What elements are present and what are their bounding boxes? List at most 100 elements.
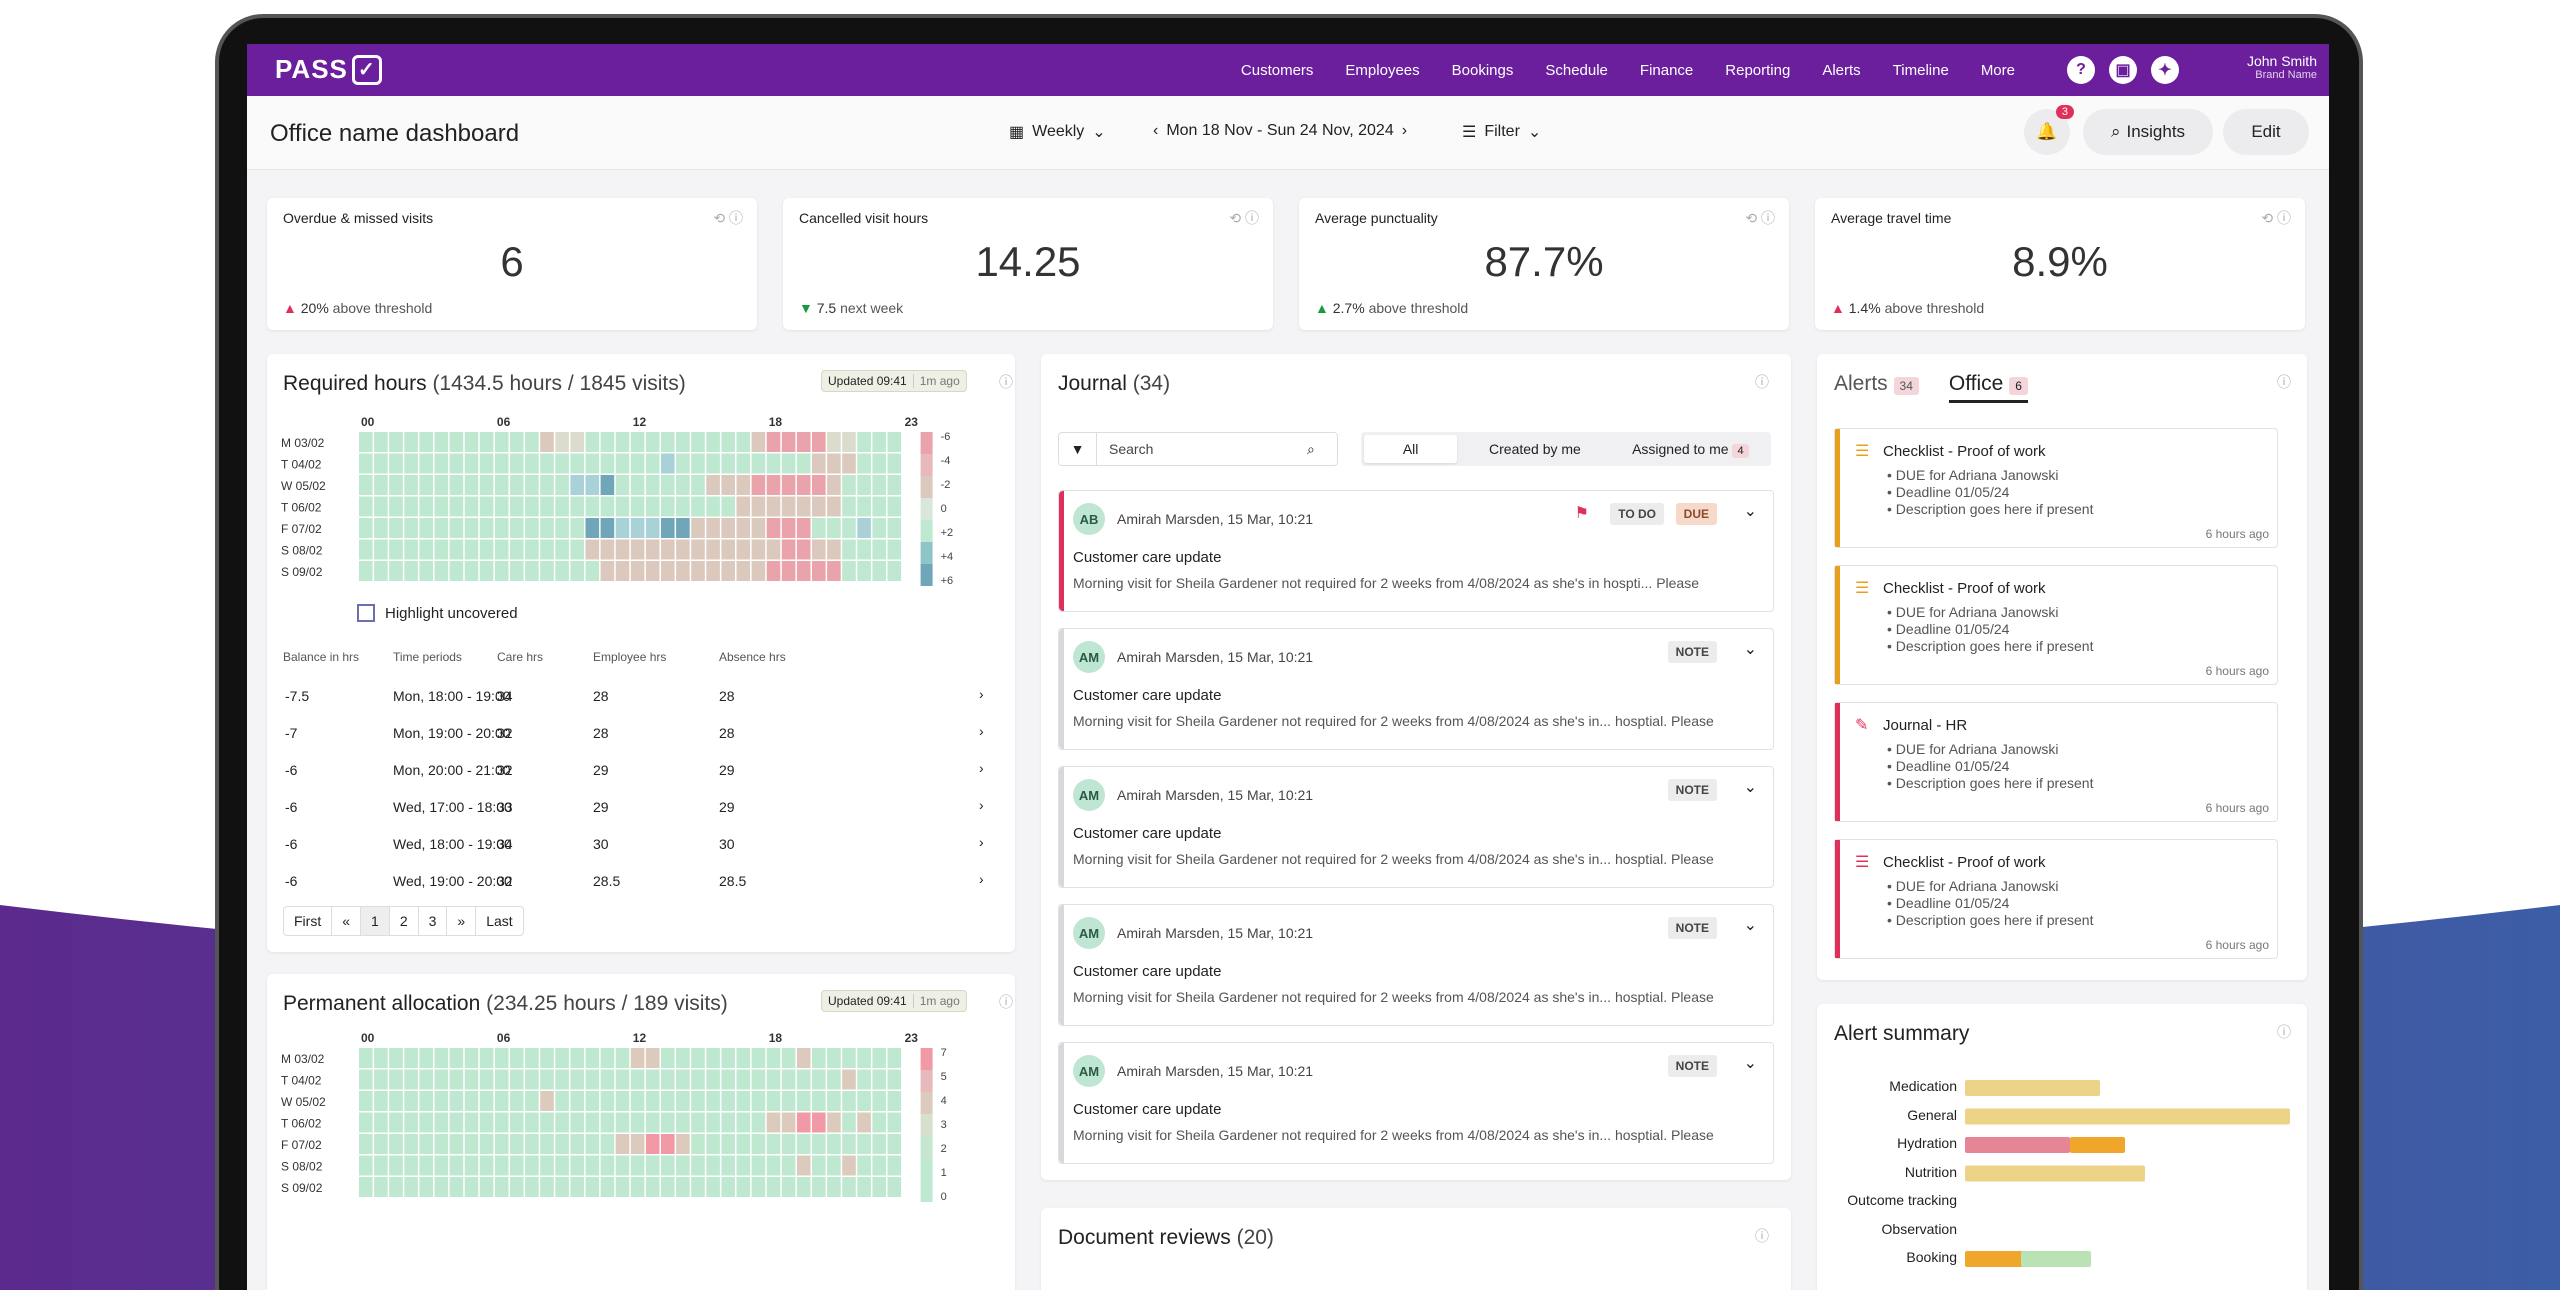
column-header[interactable]: Employee hrs [593, 650, 667, 664]
nav-link-reporting[interactable]: Reporting [1725, 61, 1791, 79]
chevron-right-icon[interactable]: › [979, 760, 984, 776]
heatmap-cell [510, 1155, 524, 1176]
page-Last[interactable]: Last [486, 913, 513, 929]
heatmap-cell [555, 561, 569, 581]
chevron-left-icon[interactable]: ‹ [1153, 122, 1159, 139]
nav-link-customers[interactable]: Customers [1240, 61, 1314, 79]
nav-link-more[interactable]: More [1980, 61, 2015, 79]
alert-item[interactable]: ☰ Checklist - Proof of work • DUE for Adri… [1834, 839, 2278, 959]
user-menu[interactable]: John Smith Brand Name [2246, 53, 2317, 81]
heatmap-cell [494, 453, 509, 474]
info-icon[interactable]: ⓘ [999, 994, 1013, 1010]
filter-icon[interactable]: ▼ [1059, 433, 1097, 465]
alert-details: • DUE for Adriana Janowski • Deadline 01/… [1887, 878, 2094, 928]
info-icon[interactable]: ⓘ [2277, 374, 2291, 390]
page-First[interactable]: First [284, 907, 333, 935]
journal-entry[interactable]: AM Amirah Marsden, 15 Mar, 10:21 Customer … [1058, 1042, 1774, 1164]
brand-logo[interactable]: PASS ✓ [275, 54, 382, 85]
nav-link-alerts[interactable]: Alerts [1822, 61, 1861, 79]
info-icon[interactable]: ⓘ [1755, 374, 1769, 390]
nav-link-finance[interactable]: Finance [1639, 61, 1694, 79]
heatmap-cell [751, 1091, 766, 1111]
notifications-button[interactable]: 🔔 3 [2024, 105, 2074, 155]
alert-item[interactable]: ☰ Checklist - Proof of work • DUE for Adri… [1834, 428, 2278, 548]
chevron-down-icon[interactable]: ⌄ [1743, 779, 1757, 796]
journal-entry[interactable]: AB Amirah Marsden, 15 Mar, 10:21 Customer … [1058, 490, 1774, 612]
heatmap-cell [494, 1177, 509, 1197]
journal-entry[interactable]: AM Amirah Marsden, 15 Mar, 10:21 Customer … [1058, 904, 1774, 1026]
info-icon[interactable]: ⓘ [1755, 1228, 1769, 1244]
status-badge: NOTE [1667, 917, 1717, 939]
search-input[interactable]: Search [1109, 441, 1154, 457]
history-info-icons[interactable]: ⟲ ⓘ [1745, 210, 1775, 226]
filter-button[interactable]: ☰ Filter ⌄ [1462, 123, 1542, 141]
heatmap-cell [359, 475, 373, 495]
history-info-icons[interactable]: ⟲ ⓘ [713, 210, 743, 226]
page-3[interactable]: 3 [419, 907, 448, 935]
journal-entry[interactable]: AM Amirah Marsden, 15 Mar, 10:21 Customer … [1058, 628, 1774, 750]
heatmap-cell [555, 1155, 569, 1176]
chevron-down-icon[interactable]: ⌄ [1743, 503, 1757, 520]
legend-swatch [920, 1048, 933, 1070]
chevron-down-icon[interactable]: ⌄ [1743, 1055, 1757, 1072]
page-»[interactable]: » [447, 907, 477, 935]
nav-link-schedule[interactable]: Schedule [1545, 61, 1608, 79]
column-header[interactable]: Time periods [393, 650, 462, 664]
date-range[interactable]: ‹ Mon 18 Nov - Sun 24 Nov, 2024 › [1153, 122, 1408, 139]
column-header[interactable]: Balance in hrs [283, 650, 360, 664]
page-«[interactable]: « [332, 907, 362, 935]
nav-link-bookings[interactable]: Bookings [1451, 61, 1514, 79]
chevron-right-icon[interactable]: › [979, 797, 984, 813]
heatmap-cell [585, 1048, 600, 1068]
heatmap-cell [887, 496, 902, 517]
alert-item[interactable]: ☰ Checklist - Proof of work • DUE for Adri… [1834, 565, 2278, 685]
page-2[interactable]: 2 [390, 907, 419, 935]
edit-button[interactable]: Edit [2223, 109, 2309, 155]
info-icon[interactable]: ⓘ [999, 374, 1013, 390]
heatmap-cell [585, 561, 600, 581]
column-header[interactable]: Absence hrs [719, 650, 786, 664]
period-select[interactable]: ▦ Weekly ⌄ [1009, 123, 1106, 141]
heatmap-cell [751, 432, 766, 452]
page-1[interactable]: 1 [361, 907, 390, 935]
tab-assigned-to-me[interactable]: Assigned to me 4 [1613, 435, 1768, 463]
legend-swatch [920, 1092, 933, 1114]
help-icon[interactable]: ? [2067, 56, 2095, 84]
heatmap-cell [479, 432, 494, 452]
tab-alerts[interactable]: Alerts 34 [1834, 372, 1919, 403]
nav-link-timeline[interactable]: Timeline [1892, 61, 1949, 79]
tab-all[interactable]: All [1364, 435, 1458, 463]
history-info-icons[interactable]: ⟲ ⓘ [1229, 210, 1259, 226]
search-icon[interactable]: ⌕ [1307, 440, 1315, 457]
heatmap-cell [691, 475, 705, 495]
chat-icon[interactable]: ▣ [2109, 56, 2137, 84]
heatmap-cell [359, 539, 373, 560]
chevron-right-icon[interactable]: › [979, 834, 984, 850]
nav-link-employees[interactable]: Employees [1345, 61, 1420, 79]
history-info-icons[interactable]: ⟲ ⓘ [2261, 210, 2291, 226]
chevron-down-icon[interactable]: ⌄ [1743, 641, 1757, 658]
chevron-right-icon[interactable]: › [1401, 122, 1408, 139]
chevron-right-icon[interactable]: › [979, 723, 984, 739]
heatmap-row-label: T 06/02 [281, 1117, 322, 1131]
insights-button[interactable]: ⌕ Insights [2083, 109, 2213, 155]
heatmap-cell [827, 432, 841, 452]
info-icon[interactable]: ⓘ [2277, 1024, 2291, 1040]
alert-item[interactable]: ✎ Journal - HR • DUE for Adriana Janowski •… [1834, 702, 2278, 822]
sparkle-icon[interactable]: ✦ [2151, 56, 2179, 84]
chevron-right-icon[interactable]: › [979, 871, 984, 887]
column-header[interactable]: Care hrs [497, 650, 544, 664]
entry-title: Customer care update [1073, 1101, 1222, 1118]
chevron-down-icon[interactable]: ⌄ [1743, 917, 1757, 934]
heatmap-cell [661, 1155, 675, 1176]
heatmap-cell [751, 1177, 766, 1197]
highlight-uncovered-checkbox[interactable]: Highlight uncovered [357, 604, 518, 622]
entry-title: Customer care update [1073, 687, 1222, 704]
journal-entry[interactable]: AM Amirah Marsden, 15 Mar, 10:21 Customer … [1058, 766, 1774, 888]
tab-office[interactable]: Office 6 [1948, 372, 2028, 403]
tab-created-by-me[interactable]: Created by me [1489, 441, 1581, 457]
chevron-right-icon[interactable]: › [979, 686, 984, 702]
heatmap-cell [827, 1091, 841, 1111]
status-bar [1059, 905, 1064, 1025]
journal-search[interactable]: ▼ Search ⌕ [1058, 432, 1338, 466]
